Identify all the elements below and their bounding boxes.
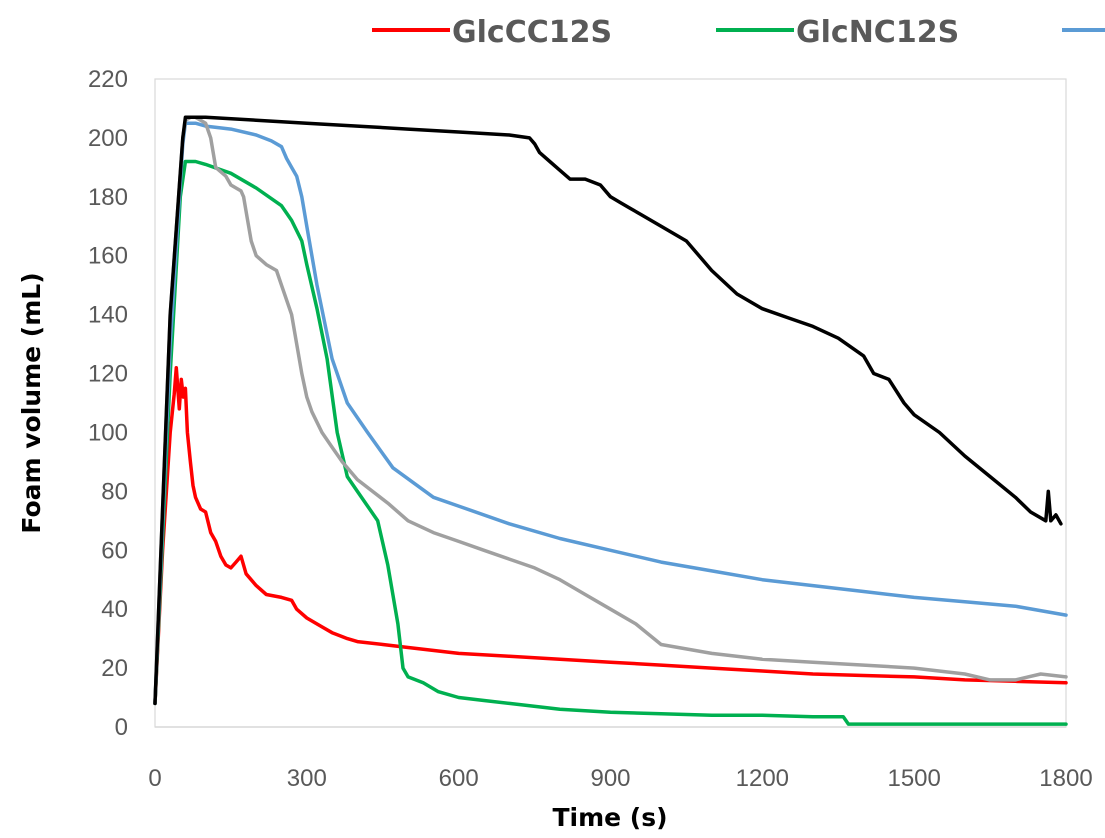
y-tick-label: 220 — [88, 66, 128, 93]
y-tick-label: 120 — [88, 361, 128, 388]
legend: GlcCC12S GlcNC12S — [372, 15, 1105, 50]
x-tick-label: 1800 — [1039, 765, 1092, 792]
x-tick-label: 300 — [287, 765, 327, 792]
x-tick-label: 1500 — [887, 765, 940, 792]
y-tick-label: 80 — [101, 478, 128, 505]
series-line-1 — [153, 365, 1068, 706]
y-tick-label: 160 — [88, 243, 128, 270]
x-tick-label: 600 — [439, 765, 479, 792]
y-tick-label: 200 — [88, 125, 128, 152]
x-axis-title: Time (s) — [552, 803, 667, 832]
y-tick-label: 20 — [101, 655, 128, 682]
y-tick-label: 140 — [88, 302, 128, 329]
series-line-3 — [153, 121, 1068, 706]
y-tick-label: 180 — [88, 184, 128, 211]
series-line-2 — [153, 159, 1068, 726]
y-tick-label: 100 — [88, 419, 128, 446]
x-axis-ticks: 0 300 600 900 1200 1500 1800 — [148, 765, 1092, 792]
series-group — [153, 115, 1068, 726]
x-tick-label: 0 — [148, 765, 161, 792]
x-tick-label: 1200 — [736, 765, 789, 792]
series-line-5 — [153, 115, 1063, 706]
y-axis-title: Foam volume (mL) — [17, 272, 46, 533]
series-line-4 — [153, 115, 1068, 706]
y-tick-label: 0 — [115, 714, 128, 741]
x-tick-label: 900 — [590, 765, 630, 792]
plot-area-border — [154, 78, 1067, 728]
y-tick-label: 40 — [101, 596, 128, 623]
y-axis-ticks: 0 20 40 60 80 100 120 140 160 180 200 220 — [88, 66, 128, 741]
y-tick-label: 60 — [101, 537, 128, 564]
legend-label: GlcNC12S — [796, 15, 959, 50]
legend-label: GlcCC12S — [452, 15, 612, 50]
